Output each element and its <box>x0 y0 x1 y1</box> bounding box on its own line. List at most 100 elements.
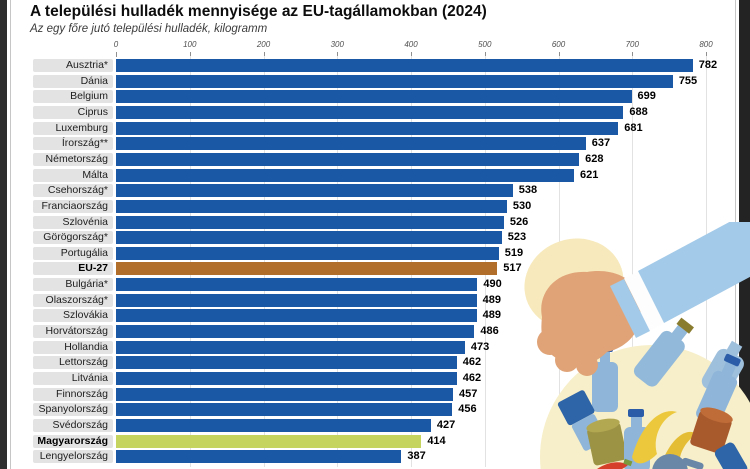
bar-row: Dánia 755 <box>0 74 750 90</box>
bar <box>116 340 465 354</box>
bar-row: Lengyelország 387 <box>0 449 750 465</box>
value-label: 681 <box>624 121 643 134</box>
value-label: 538 <box>518 184 538 197</box>
value-label: 457 <box>459 387 478 400</box>
country-label: Görögország* <box>33 231 113 245</box>
bar <box>116 59 693 72</box>
country-label: Magyarország <box>33 434 113 448</box>
country-label: Franciaország <box>33 199 113 213</box>
value-label: 621 <box>579 168 599 181</box>
country-label: Lengyelország <box>33 450 113 464</box>
bar-row: Bulgária* 490 <box>0 277 750 293</box>
x-tick-label: 600 <box>551 40 566 49</box>
trash-items <box>557 317 748 469</box>
x-tick-label: 800 <box>699 40 713 49</box>
gridline <box>337 56 339 467</box>
gridline <box>189 56 191 467</box>
bar-row: Ausztria* 782 <box>0 58 750 74</box>
x-tick-label: 300 <box>330 40 344 49</box>
x-tick-label: 500 <box>478 40 492 49</box>
small-bottle-icon <box>714 442 748 469</box>
country-label: Ciprus <box>33 105 113 119</box>
x-tick-mark <box>484 52 486 57</box>
bar-row: Málta 621 <box>0 168 750 184</box>
x-tick-mark <box>263 52 265 57</box>
rust-can-icon <box>690 407 733 454</box>
value-label: 462 <box>462 372 482 384</box>
country-label: Spanyolország <box>33 403 113 417</box>
bar <box>116 293 477 307</box>
bar <box>116 450 402 464</box>
bar <box>116 105 624 119</box>
bar-row: Olaszország* 489 <box>0 293 750 309</box>
value-label: 688 <box>629 105 648 118</box>
country-label: Dánia <box>33 74 113 88</box>
x-axis-ticks: 0 100 200 300 400 500 600 700 800 <box>0 40 750 52</box>
bar-row: Írország** 637 <box>0 136 750 152</box>
bar <box>116 356 457 370</box>
country-label: Portugália <box>33 246 113 260</box>
value-label: 489 <box>482 293 501 306</box>
left-border-line <box>10 0 11 469</box>
bar <box>116 278 478 292</box>
country-label: Szlovénia <box>33 215 113 229</box>
bar-row: Horvátország 486 <box>0 324 750 340</box>
bar-row: Szlovénia 526 <box>0 215 750 231</box>
country-label: Málta <box>33 168 113 182</box>
olive-can-icon <box>586 418 627 466</box>
x-tick-mark <box>411 52 412 57</box>
bar <box>116 152 580 166</box>
bar-row: Csehország* 538 <box>0 183 750 199</box>
value-label: 517 <box>503 262 522 275</box>
country-label: Svédország <box>33 418 113 432</box>
bar-row: Lettország 462 <box>0 355 750 371</box>
value-label: 526 <box>509 215 529 228</box>
country-label: Belgium <box>33 90 113 104</box>
gridline <box>484 56 486 467</box>
bar <box>116 74 673 88</box>
waste-illustration <box>524 222 750 469</box>
value-label: 456 <box>458 403 477 416</box>
chili-pepper-icon <box>597 458 633 469</box>
x-tick-label: 400 <box>404 40 418 49</box>
bar-row: Spanyolország 456 <box>0 402 750 418</box>
value-label: 387 <box>407 450 426 463</box>
bar <box>116 262 498 276</box>
value-label: 427 <box>436 418 456 431</box>
country-label: Németország <box>33 152 113 166</box>
bar-row: Belgium 699 <box>0 89 750 105</box>
bar <box>116 199 507 213</box>
bar <box>116 325 475 339</box>
bar <box>116 434 422 448</box>
bar-row: Magyarország 414 <box>0 434 750 450</box>
bar <box>116 184 513 198</box>
bar-row: Hollandia 473 <box>0 340 750 356</box>
value-label: 462 <box>462 356 482 369</box>
bar-row: EU-27 517 <box>0 261 750 277</box>
bar <box>116 418 431 432</box>
x-tick-mark <box>558 52 560 57</box>
x-tick-label: 200 <box>256 40 271 49</box>
bar <box>116 403 453 417</box>
tilted-bottle-icon <box>633 317 694 387</box>
gridline <box>632 56 634 467</box>
value-label: 755 <box>678 74 698 87</box>
bar <box>116 231 502 245</box>
country-label: Litvánia <box>33 372 113 385</box>
value-label: 782 <box>698 59 718 71</box>
left-edge-strip <box>0 0 7 469</box>
value-label: 489 <box>482 309 501 322</box>
value-label: 530 <box>512 199 532 212</box>
arm-sleeve-icon <box>610 222 750 338</box>
country-label: Finnország <box>33 387 113 401</box>
x-tick-label: 700 <box>625 40 639 49</box>
value-label: 523 <box>507 231 527 244</box>
bar-row: Svédország 427 <box>0 418 750 434</box>
x-tick-label: 0 <box>113 40 119 49</box>
bar <box>116 121 619 135</box>
value-label: 699 <box>637 90 656 103</box>
bar-row: Litvánia 462 <box>0 371 750 387</box>
bar <box>116 387 454 401</box>
bar-row: Luxemburg 681 <box>0 121 750 137</box>
